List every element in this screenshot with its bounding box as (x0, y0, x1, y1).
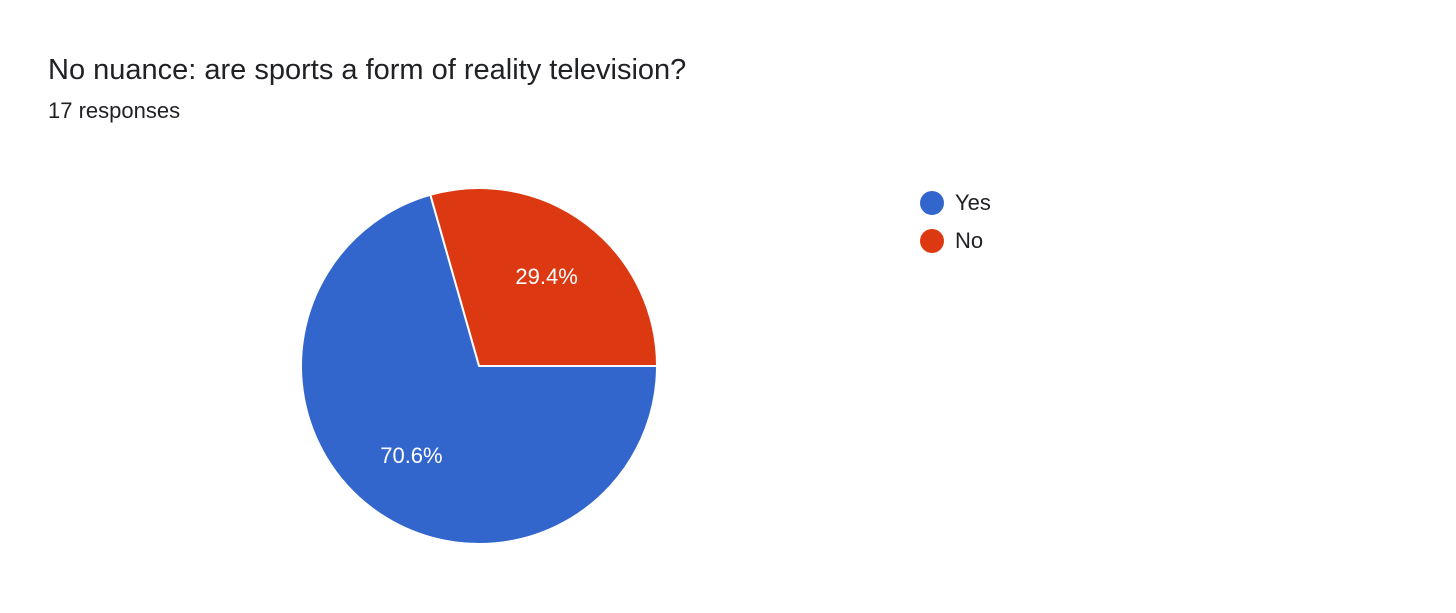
pie-slice-no[interactable] (429, 187, 658, 367)
slice-label-no: 29.4% (515, 264, 577, 289)
legend-swatch-yes (920, 191, 944, 215)
legend-label-yes: Yes (955, 190, 991, 215)
legend-item-no[interactable]: No (920, 222, 991, 260)
chart-legend: Yes No (920, 184, 991, 260)
legend-item-yes[interactable]: Yes (920, 184, 991, 222)
legend-swatch-no (920, 229, 944, 253)
legend-label-no: No (955, 228, 984, 253)
chart-title: No nuance: are sports a form of reality … (48, 54, 687, 86)
response-count: 17 responses (48, 98, 181, 123)
slice-label-yes: 70.6% (380, 443, 442, 468)
pie-slice-yes[interactable] (300, 193, 658, 545)
